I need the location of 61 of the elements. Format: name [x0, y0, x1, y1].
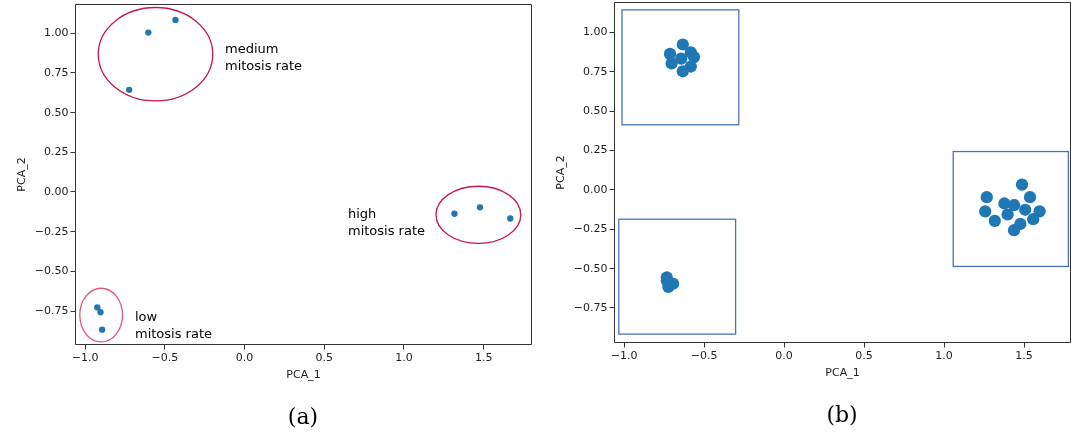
y-tick-label: 0.25: [44, 145, 69, 159]
y-tick-label: −0.25: [34, 224, 69, 238]
point: [675, 52, 688, 65]
x-tick-label: −1.0: [610, 348, 638, 362]
point: [94, 304, 101, 311]
point: [145, 29, 152, 36]
point: [172, 16, 179, 24]
y-tick-label: 0.25: [583, 143, 608, 157]
x-tick-label: 0.0: [235, 350, 254, 364]
y-tick-label: 0.75: [583, 64, 608, 78]
point: [1019, 203, 1032, 216]
y-tick-label: −0.75: [34, 304, 69, 318]
point: [1023, 191, 1037, 204]
text: (a): [286, 404, 320, 429]
point: [126, 86, 133, 93]
x-tick-label: 0.0: [775, 348, 793, 362]
y-tick-label: 1.00: [44, 26, 69, 40]
y-axis-title: PCA_2: [14, 157, 28, 192]
x-tick-label: 1.5: [474, 350, 493, 364]
y-tick-label: 0.50: [583, 104, 608, 118]
x-axis-title: PCA_1: [825, 365, 860, 379]
point: [97, 309, 104, 316]
point: [507, 215, 514, 222]
x-tick-label: −0.5: [690, 348, 718, 362]
point: [1014, 217, 1027, 231]
y-axis-title: PCA_2: [553, 155, 567, 190]
x-tick-label: 1.0: [935, 348, 953, 362]
x-tick-label: −1.0: [71, 350, 99, 364]
y-tick-label: −0.50: [34, 264, 69, 278]
point: [1007, 198, 1021, 212]
y-tick-label: 0.75: [44, 65, 69, 79]
point: [980, 191, 993, 204]
x-axis-title: PCA_1: [286, 367, 321, 381]
y-tick-label: 1.00: [583, 25, 608, 39]
point: [1027, 213, 1040, 226]
annotation: high mitosis rate: [348, 206, 426, 238]
point: [687, 50, 701, 64]
y-tick-label: 0.00: [583, 182, 608, 196]
point: [476, 204, 484, 211]
x-tick-label: −0.5: [151, 350, 179, 364]
point: [665, 57, 678, 70]
y-tick-label: 0.50: [44, 105, 69, 119]
x-tick-label: 0.5: [315, 350, 333, 364]
y-tick-label: −0.75: [573, 300, 608, 314]
point: [676, 65, 689, 78]
y-tick-label: 0.00: [44, 184, 69, 198]
point: [988, 214, 1001, 227]
y-tick-label: −0.25: [573, 222, 608, 236]
point: [676, 38, 689, 51]
point: [1015, 178, 1029, 191]
text: (b): [825, 402, 859, 427]
x-tick-label: 1.0: [395, 350, 413, 364]
x-tick-label: 1.5: [1015, 348, 1033, 362]
point: [979, 205, 992, 218]
annotation: medium mitosis rate: [225, 41, 303, 73]
annotation: low mitosis rate: [135, 309, 213, 341]
y-tick-label: −0.50: [573, 261, 608, 275]
x-tick-label: 0.5: [855, 348, 873, 362]
point: [1001, 208, 1014, 221]
point: [451, 210, 458, 217]
point: [98, 326, 106, 333]
